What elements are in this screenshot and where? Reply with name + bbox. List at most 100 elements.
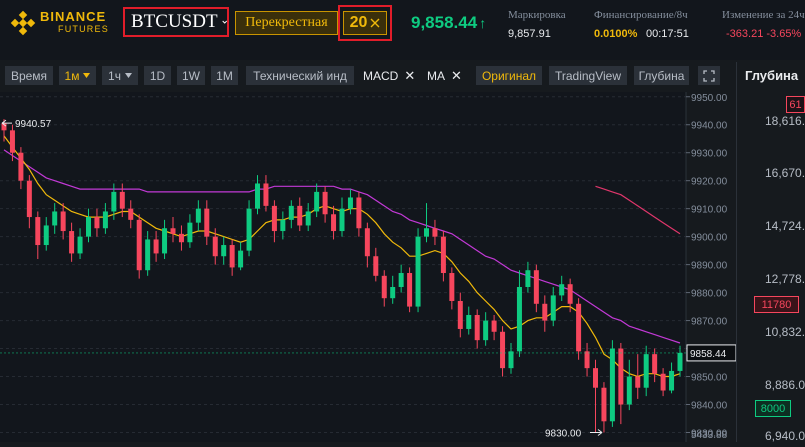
chart-toolbar: Время 1м 1ч 1D 1W 1M Технический инд MAC… xyxy=(0,62,736,90)
candle-body xyxy=(102,211,108,229)
candle-body xyxy=(111,191,117,212)
candle-body xyxy=(60,211,66,232)
margin-mode-button[interactable]: Перекрестная xyxy=(235,11,338,35)
fullscreen-icon xyxy=(703,69,715,82)
time-button[interactable]: Время xyxy=(5,66,53,85)
candle-body xyxy=(145,239,151,271)
candle-body xyxy=(35,217,41,246)
candle-body xyxy=(356,197,362,229)
chart-annotations: 9940.57 9830.00 9858.44 xyxy=(0,119,737,439)
candle-body xyxy=(500,331,506,369)
candle-body xyxy=(398,273,404,288)
ma-slow-line xyxy=(3,149,681,344)
symbol-selector[interactable]: BTCUSDT xyxy=(123,7,229,37)
candle-body xyxy=(457,300,463,329)
y-tick-label: 9840.00 xyxy=(691,401,728,412)
interval-1m-button[interactable]: 1м xyxy=(59,66,96,85)
y-tick-label: 9880.00 xyxy=(691,289,728,300)
candle-body xyxy=(567,284,573,304)
funding-label: Финансирование/8ч xyxy=(594,9,688,21)
candle-body xyxy=(601,387,607,422)
candle-body xyxy=(652,354,658,374)
candle-body xyxy=(280,219,286,232)
interval-1M-button[interactable]: 1M xyxy=(211,66,238,85)
candle-body xyxy=(584,351,590,369)
candle-body xyxy=(533,270,539,304)
candle-body xyxy=(440,236,446,274)
chart-grid xyxy=(0,96,686,433)
interval-1h-button[interactable]: 1ч xyxy=(102,66,138,85)
logo-text: BINANCE xyxy=(40,9,107,24)
depth-tag-bottom: 8000 xyxy=(755,400,791,417)
y-tick-label: 9850.00 xyxy=(691,373,728,384)
ma-indicator: MA ✕ xyxy=(427,67,462,83)
candle-body xyxy=(381,275,387,299)
y-tick-label: 9940.00 xyxy=(691,121,728,132)
candle-body xyxy=(449,273,455,301)
logo-subtext: FUTURES xyxy=(58,24,109,34)
candle-body xyxy=(491,320,497,332)
price-chart[interactable]: 9950.00 9940.00 9930.00 9920.00 9910.00 9900.… xyxy=(0,92,737,442)
candle-body xyxy=(271,205,277,232)
view-original-tab[interactable]: Оригинал xyxy=(476,66,542,85)
candle-body xyxy=(69,231,75,254)
candle-body xyxy=(255,183,260,209)
y-tick-label: 9870.00 xyxy=(691,317,728,328)
current-price-label: 9858.44 xyxy=(690,349,727,360)
candles-group xyxy=(1,119,683,433)
y-tick-label: 9900.00 xyxy=(691,233,728,244)
depth-price-label: 18,616.00 xyxy=(765,114,805,128)
change-value: -363.21 -3.65% xyxy=(726,28,802,40)
candle-body xyxy=(609,348,615,422)
candle-body xyxy=(593,368,598,388)
candle-body xyxy=(305,211,311,226)
candle-body xyxy=(246,208,252,251)
mark-price-value: 9,857.91 xyxy=(508,28,551,40)
interval-1w-button[interactable]: 1W xyxy=(177,66,205,85)
symbol-label: BTCUSDT xyxy=(131,11,218,32)
low-price-annotation: 9830.00 xyxy=(545,428,582,439)
candle-body xyxy=(119,191,125,209)
depth-price-label: 14,724.00 xyxy=(765,219,805,233)
depth-price-label: 6,940.00 xyxy=(765,429,805,443)
candlestick-chart: 9950.00 9940.00 9930.00 9920.00 9910.00 9900.… xyxy=(0,92,737,442)
candle-body xyxy=(43,225,49,246)
close-icon[interactable]: ✕ xyxy=(451,67,462,83)
candle-body xyxy=(170,228,176,234)
candle-body xyxy=(9,130,15,153)
chevron-down-icon xyxy=(221,20,227,24)
y-tick-label: 9910.00 xyxy=(691,205,728,216)
view-depth-tab[interactable]: Глубина xyxy=(634,66,689,85)
close-icon[interactable]: ✕ xyxy=(404,67,416,83)
view-tradingview-tab[interactable]: TradingView xyxy=(549,66,627,85)
leverage-button[interactable]: 20 xyxy=(338,5,392,41)
fullscreen-button[interactable] xyxy=(698,66,720,85)
candle-body xyxy=(77,236,83,254)
candle-body xyxy=(128,208,134,220)
indicators-button[interactable]: Технический инд xyxy=(246,66,354,85)
candle-body xyxy=(373,256,379,276)
candle-body xyxy=(339,208,345,232)
candle-body xyxy=(542,303,548,321)
candle-body xyxy=(677,352,683,371)
change-label: Изменение за 24ч xyxy=(722,9,805,21)
candle-body xyxy=(204,208,210,237)
candle-body xyxy=(229,245,235,268)
candle-body xyxy=(26,180,32,218)
depth-panel xyxy=(736,62,805,442)
candle-body xyxy=(576,303,582,352)
candle-body xyxy=(153,239,159,254)
interval-1d-button[interactable]: 1D xyxy=(144,66,171,85)
candle-body xyxy=(474,314,480,341)
candle-body xyxy=(314,191,320,212)
y-tick-label: 9890.00 xyxy=(691,261,728,272)
candle-body xyxy=(263,183,269,206)
candle-body xyxy=(238,250,244,268)
candle-body xyxy=(187,222,193,243)
candle-body xyxy=(162,228,168,254)
candle-body xyxy=(221,245,227,257)
candle-body xyxy=(178,233,184,243)
macd-indicator: MACD ✕ xyxy=(363,67,416,83)
candle-body xyxy=(626,376,632,405)
price-axis-bg xyxy=(686,92,736,442)
